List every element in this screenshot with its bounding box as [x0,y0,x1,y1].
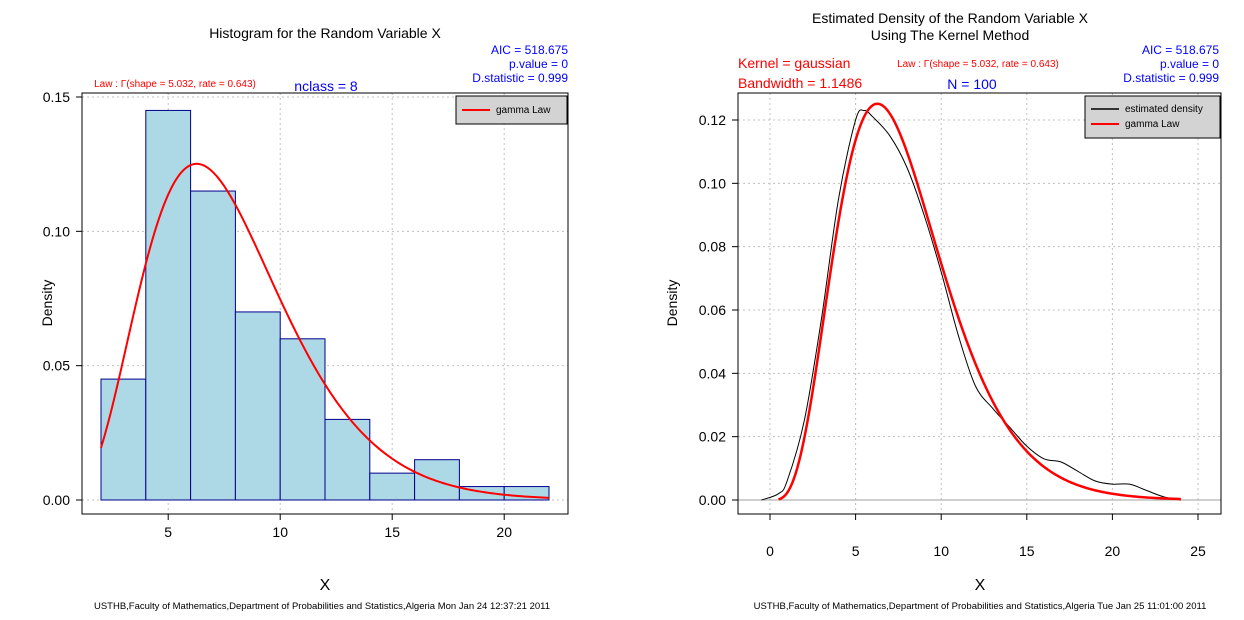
x-tick-label-1: 10 [272,524,288,540]
histogram-bar-5 [324,418,371,501]
y-tick-label-1: 0.05 [43,358,70,374]
legend-kde-label: estimated density [1125,104,1203,115]
histogram-legend: gamma Law [455,95,568,125]
pvalue-label: p.value = 0 [509,57,568,71]
x-tick-label-2: 10 [933,543,949,559]
kde-title-line2: Using The Kernel Method [871,27,1030,43]
kernel-label: Kernel = gaussian [738,55,850,71]
aic-label: AIC = 518.675 [491,43,568,57]
y-tick-label-3: 0.06 [699,302,726,318]
law-label: Law : Γ(shape = 5.032, rate = 0.643) [897,59,1059,70]
gamma-law-curve [100,162,550,499]
estimated-density-curve [761,109,1181,501]
kde-legend: estimated density gamma Law [1084,95,1221,139]
y-tick-label-6: 0.12 [699,112,726,128]
y-tick-label-2: 0.10 [43,223,70,239]
histogram-panel: Histogram for the Random Variable X Law … [39,25,569,612]
y-tick-label-2: 0.04 [699,365,726,381]
histogram-bars [100,109,550,501]
kde-title-line1: Estimated Density of the Random Variable… [812,10,1089,26]
y-tick-label-4: 0.08 [699,239,726,255]
histogram-axes: 5 10 15 20 0.00 0.05 0.10 0.15 [43,89,512,540]
kde-grid [738,93,1221,514]
x-tick-label-0: 0 [766,543,774,559]
law-label: Law : Γ(shape = 5.032, rate = 0.643) [94,79,256,90]
x-tick-label-3: 15 [1019,543,1035,559]
dstatistic-label: D.statistic = 0.999 [1123,71,1219,85]
footer-note: USTHB,Faculty of Mathematics,Department … [754,601,1207,612]
histogram-bar-4 [279,338,326,501]
y-tick-label-5: 0.10 [699,175,726,191]
y-tick-label-3: 0.15 [43,89,70,105]
kde-plot-frame [737,92,1222,515]
aic-label: AIC = 518.675 [1142,43,1219,57]
footer-note: USTHB,Faculty of Mathematics,Department … [94,601,550,612]
dstatistic-label: D.statistic = 0.999 [472,71,568,85]
legend-gamma-label: gamma Law [1125,119,1180,130]
histogram-bar-2 [190,190,236,501]
nclass-label: nclass = 8 [294,78,358,94]
n-label: N = 100 [947,76,997,92]
y-tick-label-1: 0.02 [699,429,726,445]
x-tick-label-0: 5 [164,524,172,540]
histogram-title: Histogram for the Random Variable X [209,25,441,41]
x-tick-label-1: 5 [852,543,860,559]
histogram-bar-0 [100,378,147,501]
kde-axes: 0 5 10 15 20 25 0.00 0.02 0.04 0.06 0.08 0.10 0.12 [699,112,1206,559]
gamma-law-curve [778,102,1181,501]
kernel-density-panel: Estimated Density of the Random Variable… [664,10,1222,612]
x-axis-label: X [320,577,331,594]
x-tick-label-3: 20 [496,524,512,540]
x-tick-label-2: 15 [384,524,400,540]
legend-gamma-label: gamma Law [496,105,551,116]
y-tick-label-0: 0.00 [699,492,726,508]
x-tick-label-5: 25 [1190,543,1206,559]
legend-box [1084,95,1221,139]
y-axis-label: Density [664,280,680,327]
x-tick-label-4: 20 [1105,543,1121,559]
bandwidth-label: Bandwidth = 1.1486 [738,75,862,91]
x-axis-label: X [975,577,986,594]
pvalue-label: p.value = 0 [1160,57,1219,71]
histogram-bar-6 [369,472,416,501]
y-axis-label: Density [39,280,55,327]
y-tick-label-0: 0.00 [43,492,70,508]
histogram-bar-3 [234,311,281,501]
histogram-bar-7 [414,459,460,501]
